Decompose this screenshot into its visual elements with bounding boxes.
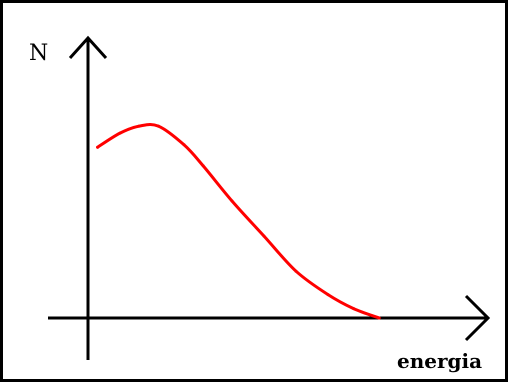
y-axis xyxy=(68,35,108,360)
y-axis-label: N xyxy=(29,41,48,66)
data-point-9 xyxy=(326,293,330,297)
y-axis-arrowhead xyxy=(68,35,108,60)
series-points xyxy=(96,124,381,320)
data-point-3 xyxy=(156,124,160,128)
data-point-6 xyxy=(230,199,234,203)
series-curve xyxy=(96,122,381,320)
data-point-0 xyxy=(96,145,100,149)
data-point-8 xyxy=(294,269,298,273)
x-axis-label: energia xyxy=(397,349,482,373)
data-point-4 xyxy=(182,143,186,147)
x-axis-arrowhead xyxy=(464,294,491,342)
x-axis xyxy=(48,294,491,342)
data-point-7 xyxy=(262,234,266,238)
data-point-2 xyxy=(137,124,141,128)
data-point-5 xyxy=(201,164,205,168)
data-point-1 xyxy=(118,131,122,135)
data-point-11 xyxy=(377,316,381,320)
data-point-10 xyxy=(352,307,356,311)
